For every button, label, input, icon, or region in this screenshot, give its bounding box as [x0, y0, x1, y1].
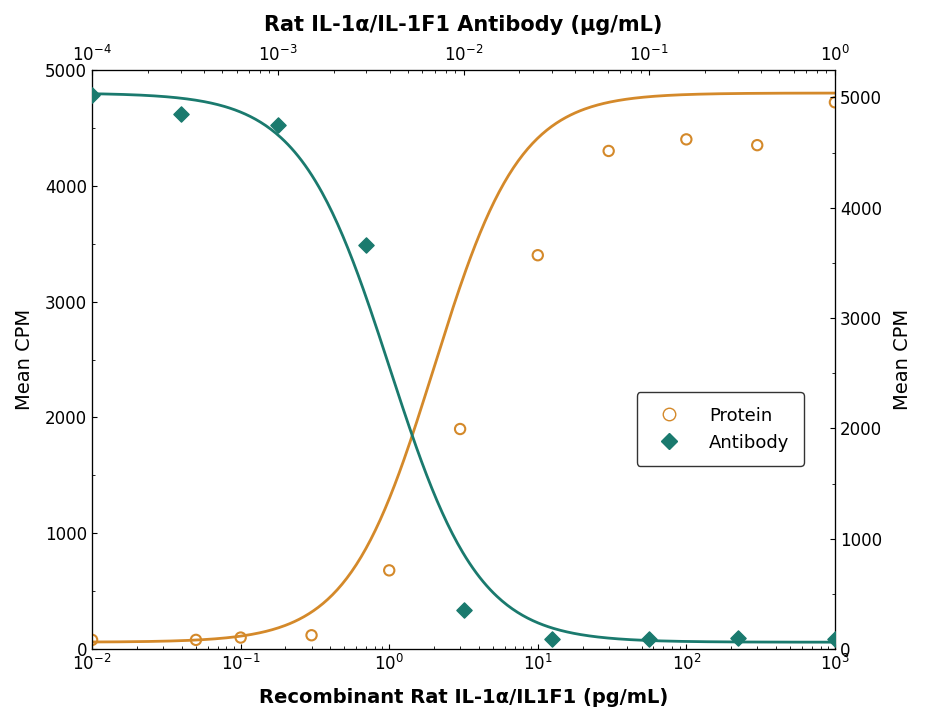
Point	[452, 423, 467, 435]
X-axis label: Rat IL-1α/IL-1F1 Antibody (μg/mL): Rat IL-1α/IL-1F1 Antibody (μg/mL)	[264, 15, 663, 35]
Point	[679, 134, 693, 145]
Point	[530, 249, 545, 261]
Point	[602, 145, 616, 157]
Point	[84, 90, 99, 101]
Point	[359, 239, 374, 251]
Point	[641, 633, 656, 645]
Point	[545, 633, 560, 645]
Point	[84, 634, 99, 645]
Point	[382, 565, 397, 576]
Y-axis label: Mean CPM: Mean CPM	[893, 309, 912, 410]
Point	[304, 630, 319, 641]
Point	[234, 632, 248, 643]
Point	[271, 120, 286, 131]
Point	[173, 108, 188, 120]
X-axis label: Recombinant Rat IL-1α/IL1F1 (pg/mL): Recombinant Rat IL-1α/IL1F1 (pg/mL)	[259, 688, 668, 707]
Legend: Protein, Antibody: Protein, Antibody	[637, 392, 804, 466]
Point	[456, 604, 471, 616]
Point	[828, 633, 843, 645]
Y-axis label: Mean CPM: Mean CPM	[15, 309, 34, 410]
Point	[730, 632, 745, 643]
Point	[828, 97, 843, 108]
Point	[750, 139, 765, 151]
Point	[188, 634, 203, 645]
